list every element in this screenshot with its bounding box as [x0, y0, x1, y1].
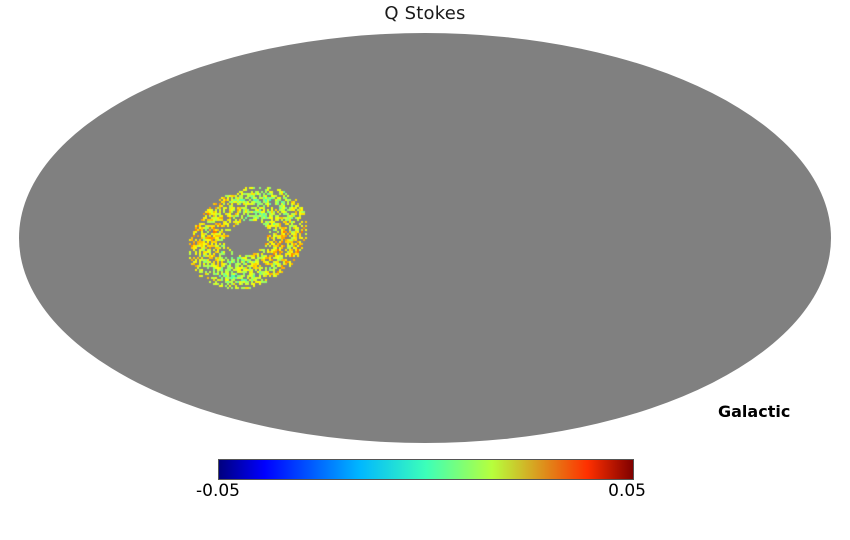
page-title: Q Stokes: [384, 3, 466, 24]
colorbar: [218, 459, 634, 480]
colorbar-gradient: [218, 459, 634, 480]
colorbar-min-tick-label: -0.05: [196, 481, 240, 501]
colorbar-max-tick-label: 0.05: [608, 481, 646, 501]
healpix-data-layer: [19, 33, 831, 443]
coordinate-system-label: Galactic: [718, 402, 791, 421]
mollweide-projection: [19, 33, 831, 443]
